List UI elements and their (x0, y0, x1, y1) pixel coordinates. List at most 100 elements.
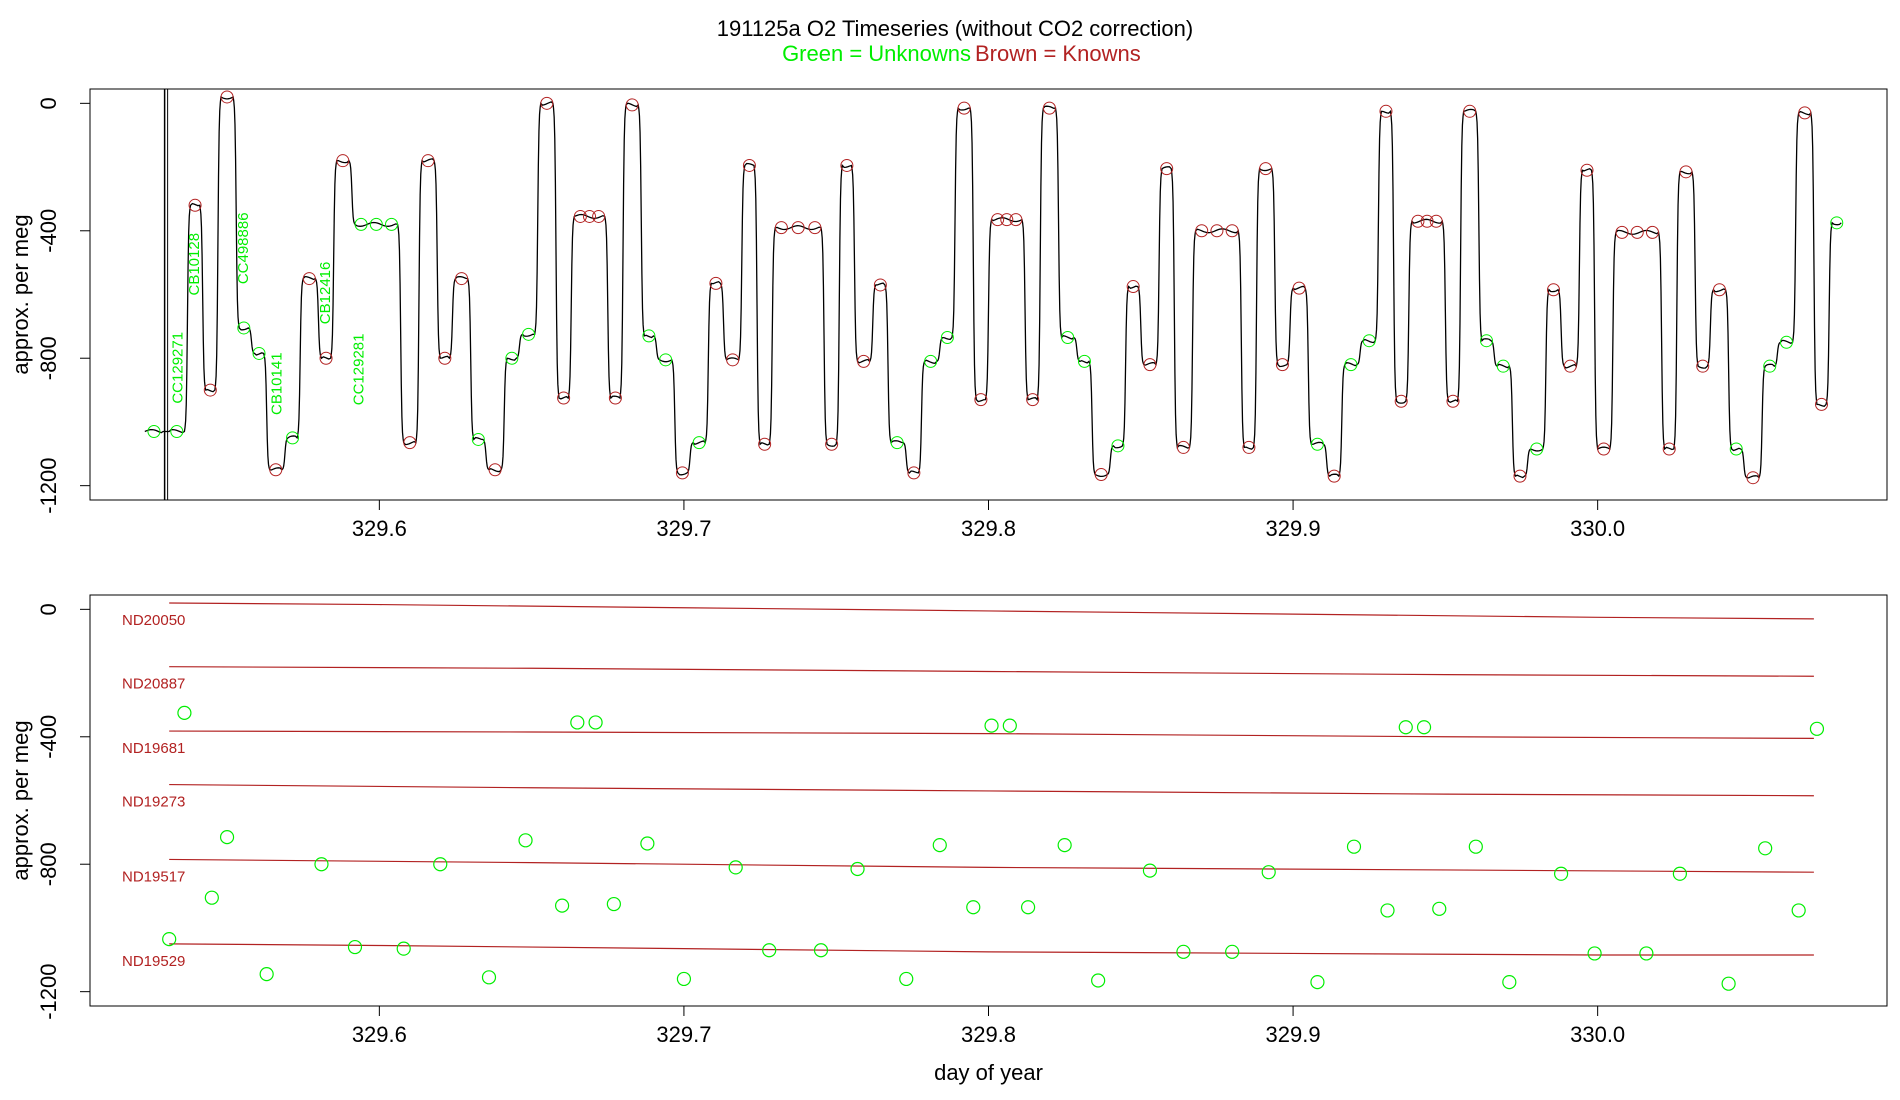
known-marker (1615, 225, 1629, 239)
known-marker (1563, 359, 1577, 373)
known-marker (1000, 213, 1014, 227)
x-tick-label: 329.6 (352, 1022, 407, 1047)
unknown-marker (286, 431, 300, 445)
unknown-point (204, 890, 219, 905)
known-line (169, 730, 1814, 739)
known-marker (1094, 468, 1108, 482)
unknown-marker (692, 436, 706, 450)
unknown-point (1091, 973, 1106, 988)
known-marker (1597, 442, 1611, 456)
unknown-point (728, 860, 743, 875)
known-marker (791, 221, 805, 235)
known-marker (709, 276, 723, 290)
unknown-point (1346, 839, 1362, 854)
unknown-point (588, 715, 603, 730)
known-marker (1513, 469, 1527, 483)
unknown-point (1502, 975, 1517, 990)
unknown-marker (1763, 359, 1777, 373)
unknown-point (314, 857, 329, 872)
known-line (169, 943, 1814, 956)
y-tick-label: 0 (36, 603, 61, 615)
unknown-marker (924, 354, 938, 368)
known-marker (1429, 214, 1443, 228)
unknown-marker (1530, 442, 1544, 456)
unknown-point (570, 715, 585, 730)
known-marker (808, 221, 822, 235)
known-marker (302, 272, 316, 286)
unknown-marker (1830, 216, 1844, 230)
known-marker (957, 101, 971, 115)
known-marker (1143, 358, 1157, 372)
unknown-point (259, 967, 274, 982)
known-marker (1176, 440, 1190, 454)
unknown-point (966, 900, 981, 915)
unknown-point (1020, 900, 1036, 915)
sample-id-label: CC498886 (235, 212, 252, 284)
unknown-marker (354, 217, 368, 231)
sample-id-label: CB12416 (317, 262, 334, 325)
y-tick-label: -1200 (36, 458, 61, 514)
unknown-point (676, 971, 692, 987)
known-line (169, 666, 1814, 677)
known-marker (1042, 101, 1056, 115)
unknown-marker (659, 353, 673, 367)
unknown-point (1809, 721, 1825, 736)
unknown-point (1398, 720, 1413, 735)
unknown-marker (642, 329, 656, 343)
x-tick-label: 329.9 (1266, 1022, 1321, 1047)
x-tick-label: 329.8 (961, 1022, 1016, 1047)
known-marker (573, 209, 587, 223)
chart-title: 191125a O2 Timeseries (without CO2 corre… (717, 16, 1193, 41)
known-marker (1225, 224, 1239, 238)
known-marker (758, 437, 772, 451)
sample-id-label: CC129271 (169, 332, 186, 404)
known-marker (1446, 394, 1460, 408)
x-tick-label: 329.7 (656, 516, 711, 541)
top-panel-timeseries: 329.6 329.7 329.8 329.9 330.0 0 -400 -800 -1200 a… (8, 88, 1888, 541)
unknown-marker (940, 331, 954, 345)
unknown-point (518, 833, 533, 848)
known-marker (1394, 394, 1408, 408)
unknown-point (433, 857, 448, 872)
y-tick-label: -1200 (36, 964, 61, 1020)
unknown-point (1587, 946, 1602, 961)
unknown-marker (1077, 354, 1091, 368)
unknown-marker (170, 425, 184, 438)
y-tick-label: -400 (36, 209, 61, 253)
known-marker (557, 391, 571, 405)
unknown-marker (1362, 334, 1376, 348)
known-marker (319, 351, 333, 365)
unknown-marker (1779, 335, 1793, 349)
unknown-point (813, 943, 829, 958)
unknown-point (1002, 718, 1017, 733)
unknown-point (177, 705, 192, 720)
unknown-point (1672, 866, 1687, 881)
unknown-point (1791, 903, 1806, 918)
unknown-marker (522, 327, 536, 341)
known-marker (608, 391, 622, 405)
trace-group (144, 89, 1844, 500)
known-line-label: ND20887 (122, 676, 185, 693)
known-marker (421, 154, 435, 168)
o2-trace-line (144, 95, 1842, 479)
unknown-marker (1061, 331, 1075, 345)
unknown-point (762, 943, 777, 958)
known-marker (1546, 283, 1560, 297)
known-marker (1126, 280, 1140, 294)
known-marker (873, 278, 887, 292)
known-marker (1645, 225, 1659, 239)
unknown-point (1310, 975, 1325, 990)
known-marker (220, 90, 234, 104)
unknown-point (1057, 838, 1072, 853)
unknown-marker (1111, 439, 1125, 453)
known-marker (403, 436, 417, 450)
unknown-point (606, 896, 621, 912)
known-line (169, 858, 1814, 873)
known-marker (540, 96, 554, 110)
unknown-marker (1310, 437, 1324, 451)
y-tick-label: -800 (36, 842, 61, 886)
unknown-marker (505, 351, 519, 365)
x-tick-label: 330.0 (1570, 516, 1625, 541)
x-tick-label: 329.8 (961, 516, 1016, 541)
known-line-label: ND19529 (122, 953, 185, 970)
